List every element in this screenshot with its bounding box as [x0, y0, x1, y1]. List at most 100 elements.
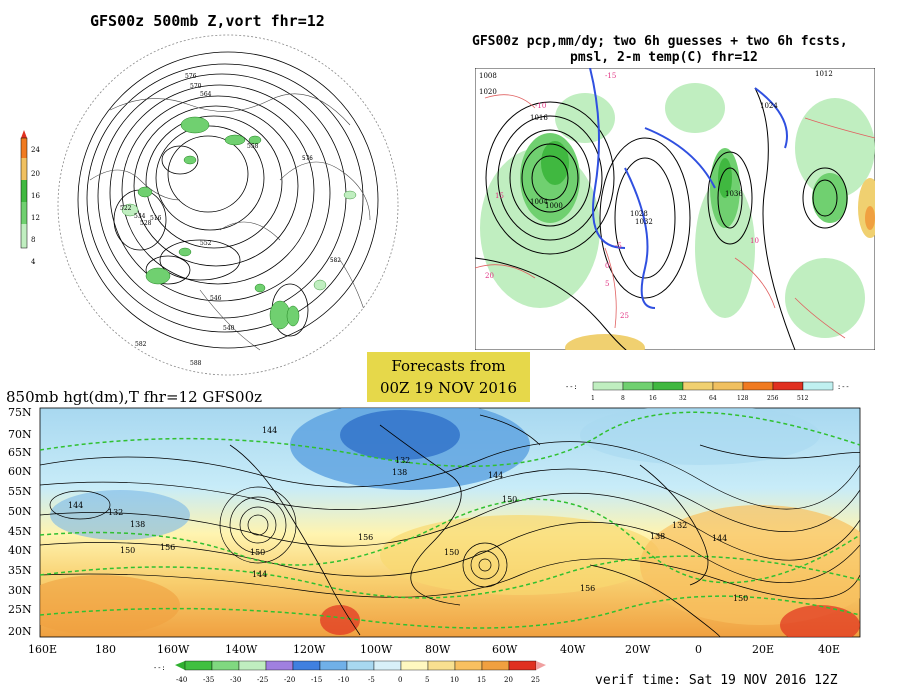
c500-label-9: 522 [120, 205, 132, 212]
panel-pcp-map: 1008 1012 1016 1020 1024 1028 1032 1036 … [475, 68, 875, 350]
lon-label-3: 140W [225, 643, 258, 656]
lon-label-9: 20W [625, 643, 651, 656]
lat-label-7: 40N [8, 544, 32, 557]
h850-138c: 138 [650, 532, 665, 541]
h850-156b: 156 [580, 584, 595, 593]
pcp-t-label-8: 25 [620, 312, 629, 320]
panel-850mb-title: 850mb hgt(dm),T fhr=12 GFS00z [6, 388, 263, 406]
h850-150b: 150 [502, 495, 517, 504]
h850-144d: 144 [712, 534, 727, 543]
pcp-p-label-0: 1008 [479, 72, 497, 80]
lat-label-10: 25N [8, 603, 32, 616]
svg-text:--:: --: [153, 664, 166, 672]
lat-label-6: 45N [8, 525, 32, 538]
lon-label-2: 160W [157, 643, 190, 656]
h850-138b: 138 [392, 468, 407, 477]
h850-132b: 132 [672, 521, 687, 530]
lat-label-3: 60N [8, 465, 32, 478]
c500-label-1: 570 [190, 83, 202, 90]
h850-150e: 150 [120, 546, 135, 555]
c500-label-5: 546 [210, 295, 222, 302]
h850-144c: 144 [488, 471, 503, 480]
banner-line-2: 00Z 19 NOV 2016 [379, 379, 518, 397]
cbpcp-label-6: 256 [767, 395, 779, 402]
cbpcp-label-3: 32 [679, 395, 687, 402]
lon-label-10: 0 [695, 643, 702, 656]
cb500-label-0: 24 [31, 146, 40, 154]
cb850-label-11: 15 [477, 676, 486, 684]
cb850-label-5: -15 [311, 676, 322, 684]
cbpcp-label-0: 1 [591, 395, 595, 402]
cb850-label-13: 25 [531, 676, 540, 684]
cb850-label-7: -5 [368, 676, 375, 684]
c500-label-2: 564 [200, 91, 212, 98]
panel-pcp-title-1: GFS00z pcp,mm/dy; two 6h guesses + two 6… [472, 34, 848, 49]
lat-label-2: 65N [8, 446, 32, 459]
lon-label-8: 40W [560, 643, 586, 656]
cb850-label-2: -30 [230, 676, 241, 684]
pcp-t-label-0: -15 [605, 72, 616, 80]
c500-label-8: 528 [140, 220, 152, 227]
h850-156c: 156 [358, 533, 373, 542]
h850-150d: 150 [444, 548, 459, 557]
forecast-banner: Forecasts from 00Z 19 NOV 2016 [367, 352, 530, 402]
pcp-p-label-5: 1028 [630, 210, 648, 218]
verif-time: verif time: Sat 19 NOV 2016 12Z [595, 673, 838, 688]
pcp-t-label-1: -10 [535, 102, 546, 110]
lat-label-9: 30N [8, 584, 32, 597]
svg-text:--:: --: [565, 383, 578, 391]
pcp-t-label-5: 10 [750, 237, 759, 245]
pcp-p-label-8: 1004 [530, 198, 548, 206]
lat-label-5: 50N [8, 505, 32, 518]
c500-label-10: 516 [150, 215, 162, 222]
panel-500mb-map: 576 570 564 558 552 546 540 534 528 522 … [57, 34, 399, 376]
cbpcp-label-5: 128 [737, 395, 749, 402]
lon-label-11: 20E [752, 643, 774, 656]
svg-text::--: :-- [837, 383, 850, 391]
cbpcp-label-1: 8 [621, 395, 625, 402]
panel-500mb-title: GFS00z 500mb Z,vort fhr=12 [90, 12, 325, 30]
c500-label-582b: 582 [330, 257, 341, 264]
banner-line-1: Forecasts from [391, 357, 506, 375]
lon-label-1: 180 [95, 643, 116, 656]
h850-144e: 144 [252, 570, 267, 579]
pcp-t-label-3: 0 [605, 262, 609, 270]
c500-label-7: 534 [134, 213, 146, 220]
cb500-label-5: 4 [31, 258, 36, 266]
c500-label-0: 576 [185, 73, 197, 80]
h850-label-4: 156 [160, 543, 175, 552]
c500-label-6: 540 [223, 325, 235, 332]
cbpcp-label-2: 16 [649, 395, 657, 402]
lat-label-11: 20N [8, 625, 32, 638]
h850-label-2: 138 [130, 520, 145, 529]
cb500-label-4: 8 [31, 236, 35, 244]
pcp-p-label-6: 1032 [635, 218, 653, 226]
cb850-label-12: 20 [504, 676, 513, 684]
c500-label-11: 582 [135, 341, 147, 348]
cb500-label-3: 12 [31, 214, 40, 222]
lon-label-5: 100W [360, 643, 393, 656]
cb850-label-1: -35 [203, 676, 214, 684]
h850-144b: 144 [68, 501, 83, 510]
cb850-label-8: 0 [398, 676, 402, 684]
cb850-label-0: -40 [176, 676, 187, 684]
lat-label-0: 75N [8, 406, 32, 419]
h850-label-3: 150 [250, 548, 265, 557]
h850-150c: 150 [733, 594, 748, 603]
cb850-label-4: -20 [284, 676, 295, 684]
panel-pcp-colorbar: --: :-- 1 8 16 32 64 128 256 512 [565, 381, 850, 402]
pcp-p-label-4: 1024 [760, 102, 778, 110]
lon-label-0: 160E [28, 643, 57, 656]
h850-132: 132 [108, 508, 123, 517]
pcp-t-label-2: -5 [615, 242, 622, 250]
pcp-p-label-7: 1036 [725, 190, 743, 198]
lon-label-7: 60W [492, 643, 518, 656]
cb500-label-1: 20 [31, 170, 40, 178]
pcp-t-label-7: 20 [485, 272, 494, 280]
cbpcp-label-4: 64 [709, 395, 717, 402]
cb850-label-9: 5 [425, 676, 429, 684]
lat-label-4: 55N [8, 485, 32, 498]
panel-pcp-title-2: pmsl, 2-m temp(C) fhr=12 [570, 50, 758, 65]
panel-850mb-colorbar: --: -40 -35 -30 -25 -20 -15 -10 -5 0 5 1… [153, 660, 546, 684]
cbpcp-label-7: 512 [797, 395, 809, 402]
